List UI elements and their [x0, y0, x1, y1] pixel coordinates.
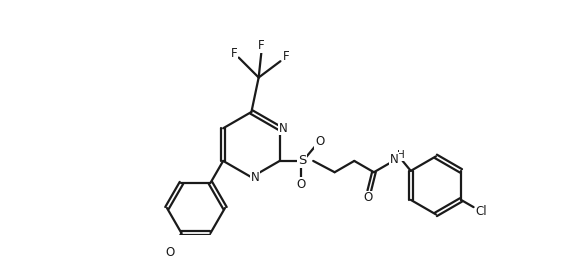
Text: F: F — [283, 50, 289, 63]
Text: O: O — [166, 246, 175, 258]
Text: N: N — [390, 152, 399, 166]
Text: F: F — [258, 39, 265, 52]
Text: O: O — [363, 191, 372, 204]
Text: N: N — [279, 122, 288, 135]
Text: O: O — [315, 135, 324, 148]
Text: S: S — [298, 154, 307, 167]
Text: H: H — [397, 150, 405, 160]
Text: Cl: Cl — [476, 205, 487, 218]
Text: N: N — [251, 171, 259, 184]
Text: O: O — [296, 178, 305, 191]
Text: F: F — [231, 46, 237, 60]
